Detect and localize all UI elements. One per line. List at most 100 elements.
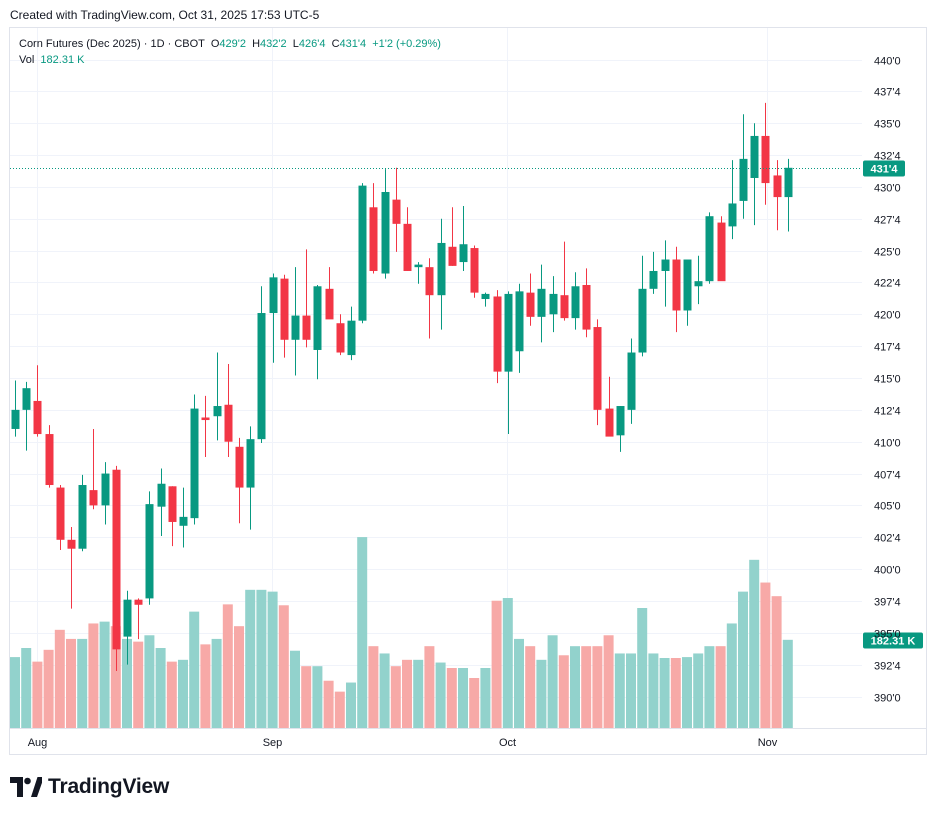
legend-high: 432'2 xyxy=(260,38,287,50)
tradingview-logo[interactable]: TradingView xyxy=(10,774,169,800)
volume-bar xyxy=(357,537,368,728)
candle-body xyxy=(381,191,390,274)
volume-bar xyxy=(782,639,793,728)
candle-body xyxy=(504,293,513,372)
price-tick-label: 432'4 xyxy=(874,151,901,163)
legend-close: 431'4 xyxy=(339,38,367,50)
volume-bar xyxy=(704,646,715,728)
time-tick-label: Aug xyxy=(28,737,48,749)
legend-change: +1'2 (+0.29%) xyxy=(372,38,441,50)
volume-bar xyxy=(480,668,491,728)
price-tick-label: 435'0 xyxy=(874,119,901,131)
volume-bar xyxy=(379,653,390,728)
volume-bar xyxy=(368,646,379,728)
volume-bar xyxy=(592,646,603,728)
candle-body xyxy=(493,296,502,372)
volume-bar xyxy=(614,653,625,728)
volume-bar xyxy=(178,659,188,728)
price-tick-label: 430'0 xyxy=(874,183,901,195)
price-tick-label: 427'4 xyxy=(874,215,901,227)
candle-body xyxy=(369,207,378,271)
volume-bar xyxy=(267,591,278,728)
candle-body xyxy=(22,388,31,410)
candle-body xyxy=(134,599,143,605)
candle-body xyxy=(638,288,647,353)
last-price-label: 431'4 xyxy=(870,164,898,176)
volume-bar xyxy=(54,629,65,728)
volume-bar xyxy=(536,659,547,728)
candle-body xyxy=(571,286,580,319)
volume-bar xyxy=(77,638,88,728)
chart-legend: Corn Futures (Dec 2025) · 1D · CBOT O429… xyxy=(19,36,441,68)
price-tick-label: 405'0 xyxy=(874,501,901,513)
candle-body xyxy=(78,485,87,549)
candle-body xyxy=(302,315,311,340)
candlesticks xyxy=(11,102,793,672)
candle-body xyxy=(336,323,345,353)
legend-open-label: O xyxy=(210,38,220,50)
candle-body xyxy=(224,404,233,442)
candle-body xyxy=(627,352,636,410)
candle-body xyxy=(291,315,300,340)
candle-body xyxy=(448,246,457,266)
legend-dot: · xyxy=(143,38,151,50)
volume-bar xyxy=(726,623,737,728)
price-tick-label: 440'0 xyxy=(874,56,901,68)
volume-bar xyxy=(771,596,782,728)
candle-body xyxy=(425,267,434,296)
candle-body xyxy=(168,486,177,522)
legend-open: 429'2 xyxy=(219,38,246,50)
price-tick-label: 402'4 xyxy=(874,533,901,545)
legend-dot: · xyxy=(167,38,175,50)
candle-body xyxy=(773,175,782,198)
candle-body xyxy=(593,327,602,410)
volume-bar xyxy=(99,621,110,728)
price-tick-label: 415'0 xyxy=(874,374,901,386)
volume-bar xyxy=(334,691,345,728)
legend-volume-row: Vol 182.31 K xyxy=(19,52,441,68)
chart-frame[interactable] xyxy=(9,27,927,755)
price-tick-label: 417'4 xyxy=(874,342,901,354)
legend-symbol: Corn Futures (Dec 2025) xyxy=(19,38,141,50)
volume-bar xyxy=(458,668,468,728)
candle-body xyxy=(179,516,188,526)
candle-body xyxy=(582,284,591,330)
volume-bar xyxy=(659,658,670,728)
tradingview-logo-text: TradingView xyxy=(48,775,170,798)
volume-bar xyxy=(413,659,424,728)
candle-body xyxy=(560,295,569,319)
candle-body xyxy=(705,216,714,282)
last-volume-tag xyxy=(863,632,923,649)
volume-bar xyxy=(234,626,244,728)
volume-bar xyxy=(715,646,726,728)
last-price-tag xyxy=(863,160,905,177)
volume-bar xyxy=(491,600,502,728)
volume-bar xyxy=(446,668,457,728)
candle-body xyxy=(201,417,210,421)
volume-bar xyxy=(133,641,144,728)
price-grid xyxy=(10,28,862,728)
legend-high-label: H xyxy=(252,38,261,50)
price-tick-label: 422'4 xyxy=(874,278,901,290)
candle-body xyxy=(190,408,199,519)
volume-bar xyxy=(200,644,211,728)
volume-bar xyxy=(144,635,155,728)
volume-bar xyxy=(693,653,704,728)
volume-bar xyxy=(390,666,401,728)
volume-bar xyxy=(43,649,54,728)
volume-bar xyxy=(155,648,166,728)
volume-bar xyxy=(525,646,536,728)
time-tick-label: Sep xyxy=(263,737,283,749)
volume-bar xyxy=(323,680,334,728)
legend-exchange: CBOT xyxy=(174,38,205,50)
last-volume-label: 182.31 K xyxy=(871,636,916,648)
volume-bar xyxy=(570,646,580,728)
volume-bar xyxy=(290,650,300,728)
last-price-line: 431'4 182.31 K xyxy=(10,160,923,649)
candle-body xyxy=(717,222,726,282)
candle-body xyxy=(694,281,703,287)
price-tick-label: 410'0 xyxy=(874,438,901,450)
volume-bar xyxy=(514,638,524,728)
legend-vol-label: Vol xyxy=(19,54,35,66)
